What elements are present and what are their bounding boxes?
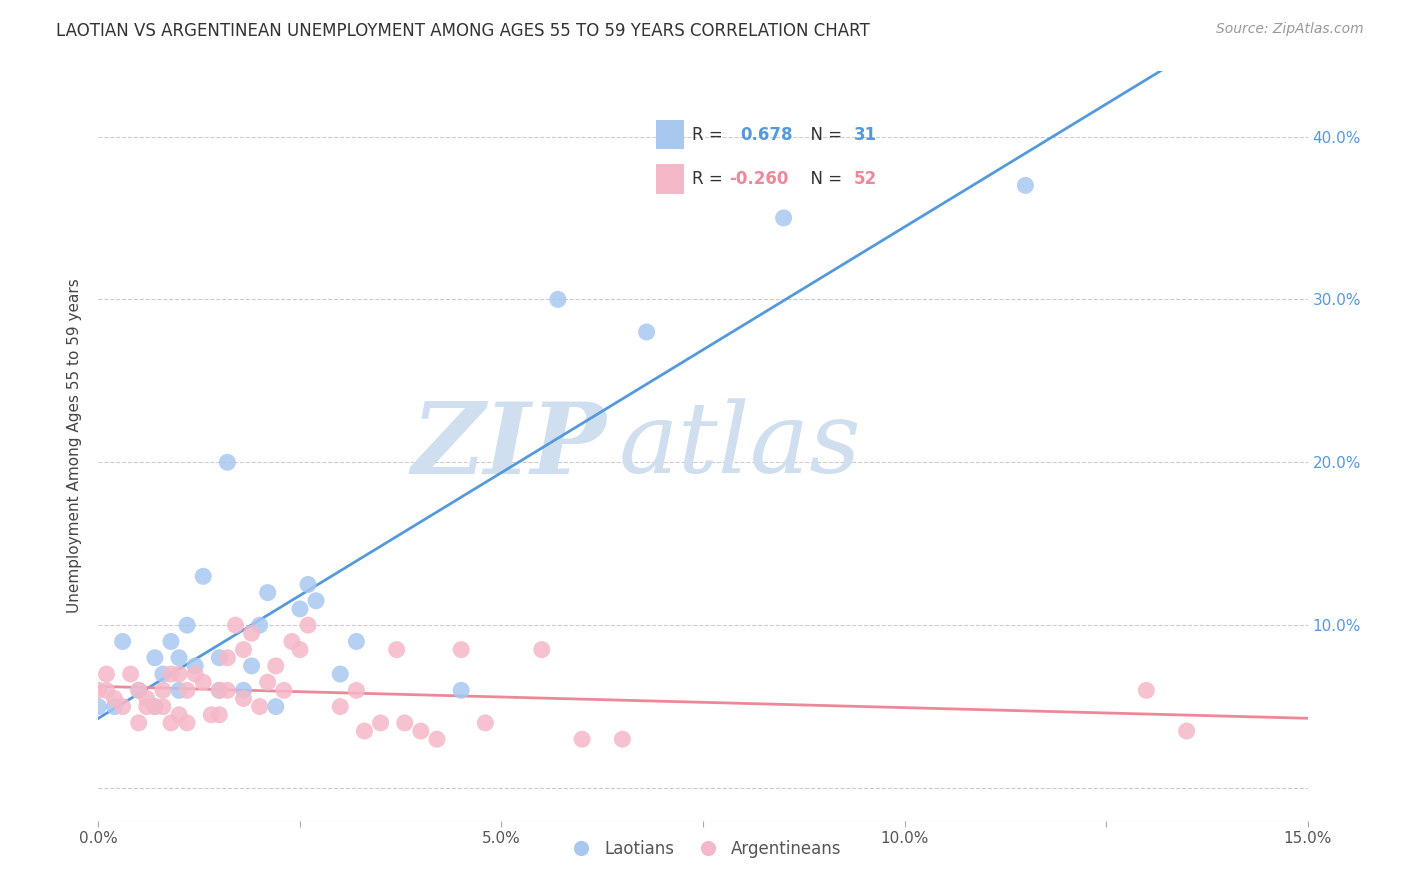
Point bbox=[128, 683, 150, 698]
Point bbox=[103, 699, 125, 714]
Point bbox=[329, 667, 352, 681]
Point bbox=[1135, 683, 1157, 698]
Point bbox=[547, 293, 569, 307]
Point bbox=[240, 659, 263, 673]
Point bbox=[111, 634, 134, 648]
Point bbox=[135, 691, 157, 706]
Point bbox=[167, 650, 190, 665]
Point bbox=[344, 634, 367, 648]
Point bbox=[1014, 178, 1036, 193]
Point bbox=[87, 699, 110, 714]
Point bbox=[184, 659, 207, 673]
Point bbox=[135, 699, 157, 714]
Point bbox=[128, 683, 150, 698]
Point bbox=[612, 732, 634, 747]
Point bbox=[370, 715, 392, 730]
Point bbox=[193, 569, 215, 583]
Point bbox=[288, 602, 311, 616]
Point bbox=[96, 667, 118, 681]
Point bbox=[344, 683, 367, 698]
Text: 0.678: 0.678 bbox=[741, 126, 793, 144]
Point bbox=[297, 577, 319, 591]
Point bbox=[208, 683, 231, 698]
Text: LAOTIAN VS ARGENTINEAN UNEMPLOYMENT AMONG AGES 55 TO 59 YEARS CORRELATION CHART: LAOTIAN VS ARGENTINEAN UNEMPLOYMENT AMON… bbox=[56, 22, 870, 40]
Point bbox=[152, 683, 174, 698]
Point bbox=[208, 707, 231, 722]
Point bbox=[256, 675, 278, 690]
Point bbox=[288, 642, 311, 657]
Point bbox=[217, 455, 239, 469]
Point bbox=[264, 659, 287, 673]
Text: atlas: atlas bbox=[619, 399, 860, 493]
Point bbox=[530, 642, 553, 657]
Point bbox=[167, 667, 190, 681]
Point bbox=[232, 691, 254, 706]
Point bbox=[208, 650, 231, 665]
Point bbox=[409, 724, 432, 739]
Point bbox=[193, 675, 215, 690]
Point bbox=[240, 626, 263, 640]
Point bbox=[426, 732, 449, 747]
Point bbox=[128, 715, 150, 730]
Text: 31: 31 bbox=[853, 126, 877, 144]
Point bbox=[143, 699, 166, 714]
Y-axis label: Unemployment Among Ages 55 to 59 years: Unemployment Among Ages 55 to 59 years bbox=[67, 278, 83, 614]
Point bbox=[176, 618, 198, 632]
Point bbox=[111, 699, 134, 714]
Legend: Laotians, Argentineans: Laotians, Argentineans bbox=[558, 833, 848, 864]
Text: -0.260: -0.260 bbox=[730, 170, 789, 188]
Point bbox=[329, 699, 352, 714]
Point bbox=[152, 667, 174, 681]
Point bbox=[256, 585, 278, 599]
Point bbox=[249, 618, 271, 632]
Point bbox=[217, 650, 239, 665]
Point bbox=[120, 667, 142, 681]
Text: ZIP: ZIP bbox=[412, 398, 606, 494]
Point bbox=[474, 715, 496, 730]
Point bbox=[232, 642, 254, 657]
Point bbox=[450, 642, 472, 657]
Point bbox=[103, 691, 125, 706]
Point bbox=[200, 707, 222, 722]
Point bbox=[143, 699, 166, 714]
Text: R =: R = bbox=[693, 170, 723, 188]
Point bbox=[217, 683, 239, 698]
Point bbox=[297, 618, 319, 632]
Point bbox=[160, 634, 183, 648]
Point bbox=[249, 699, 271, 714]
Point bbox=[87, 683, 110, 698]
Point bbox=[450, 683, 472, 698]
Point bbox=[208, 683, 231, 698]
Text: R =: R = bbox=[693, 126, 728, 144]
Point bbox=[224, 618, 246, 632]
Point bbox=[636, 325, 658, 339]
Point bbox=[184, 667, 207, 681]
Point bbox=[264, 699, 287, 714]
Point bbox=[281, 634, 304, 648]
Point bbox=[273, 683, 295, 698]
Point bbox=[152, 699, 174, 714]
Bar bbox=[655, 120, 683, 150]
Point bbox=[571, 732, 593, 747]
Point bbox=[353, 724, 375, 739]
Point bbox=[176, 715, 198, 730]
Point bbox=[160, 715, 183, 730]
Text: 52: 52 bbox=[853, 170, 877, 188]
Text: N =: N = bbox=[800, 126, 848, 144]
Point bbox=[1175, 724, 1198, 739]
Point bbox=[143, 650, 166, 665]
Point bbox=[167, 707, 190, 722]
Point bbox=[772, 211, 794, 225]
Point bbox=[176, 683, 198, 698]
Point bbox=[160, 667, 183, 681]
Point bbox=[96, 683, 118, 698]
Point bbox=[232, 683, 254, 698]
Text: Source: ZipAtlas.com: Source: ZipAtlas.com bbox=[1216, 22, 1364, 37]
Text: N =: N = bbox=[800, 170, 848, 188]
Bar bbox=[655, 164, 683, 194]
Point bbox=[305, 593, 328, 607]
Point bbox=[385, 642, 408, 657]
Point bbox=[167, 683, 190, 698]
Point bbox=[394, 715, 416, 730]
